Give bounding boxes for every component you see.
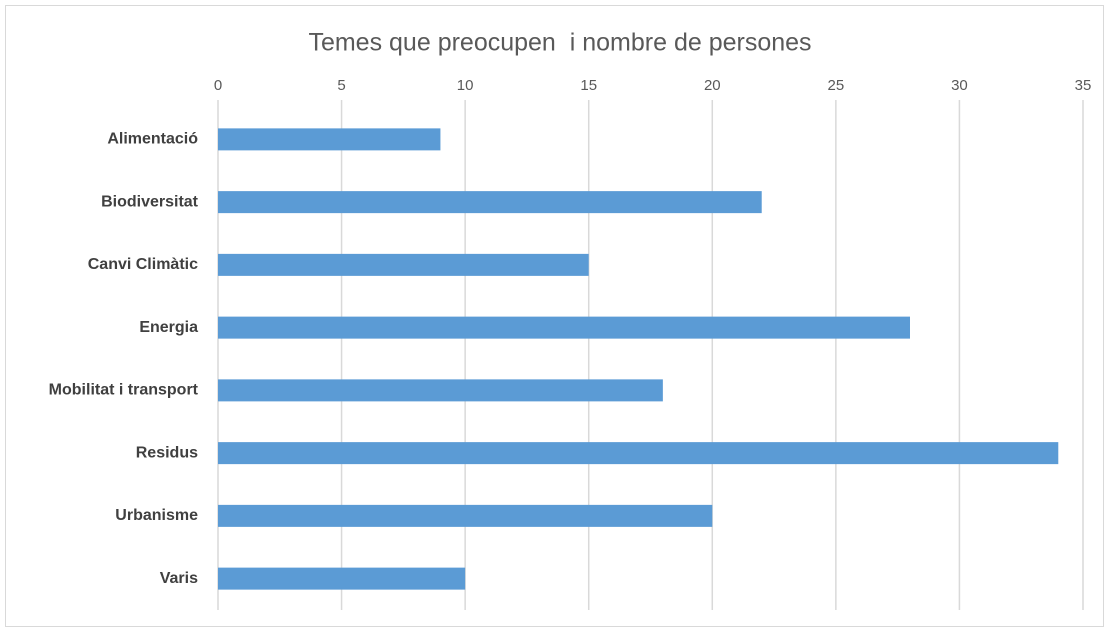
bar bbox=[218, 253, 589, 276]
chart-title: Temes que preocupen i nombre de persones bbox=[308, 29, 811, 57]
chart-border bbox=[5, 5, 1104, 627]
x-tick-label: 15 bbox=[580, 77, 597, 94]
y-tick-label: Varis bbox=[160, 570, 198, 587]
x-tick-label: 30 bbox=[951, 77, 968, 94]
x-tick-label: 35 bbox=[1075, 77, 1092, 94]
x-tick-label: 25 bbox=[828, 77, 845, 94]
y-tick-label: Urbanisme bbox=[115, 507, 198, 524]
x-tick-label: 5 bbox=[337, 77, 345, 94]
y-tick-label: Canvi Climàtic bbox=[88, 256, 198, 273]
bar bbox=[218, 316, 910, 339]
bar bbox=[218, 567, 466, 590]
bar bbox=[218, 379, 663, 402]
x-tick-label: 20 bbox=[704, 77, 721, 94]
y-tick-label: Biodiversitat bbox=[101, 193, 199, 210]
bar bbox=[218, 442, 1059, 465]
x-tick-label: 0 bbox=[214, 77, 222, 94]
y-tick-label: Residus bbox=[136, 444, 198, 461]
y-tick-label: Mobilitat i transport bbox=[49, 382, 199, 399]
bar bbox=[218, 504, 713, 527]
bar bbox=[218, 191, 762, 214]
bar bbox=[218, 128, 441, 151]
x-tick-label: 10 bbox=[457, 77, 474, 94]
y-tick-label: Energia bbox=[139, 319, 198, 336]
y-tick-label: Alimentació bbox=[107, 131, 198, 148]
